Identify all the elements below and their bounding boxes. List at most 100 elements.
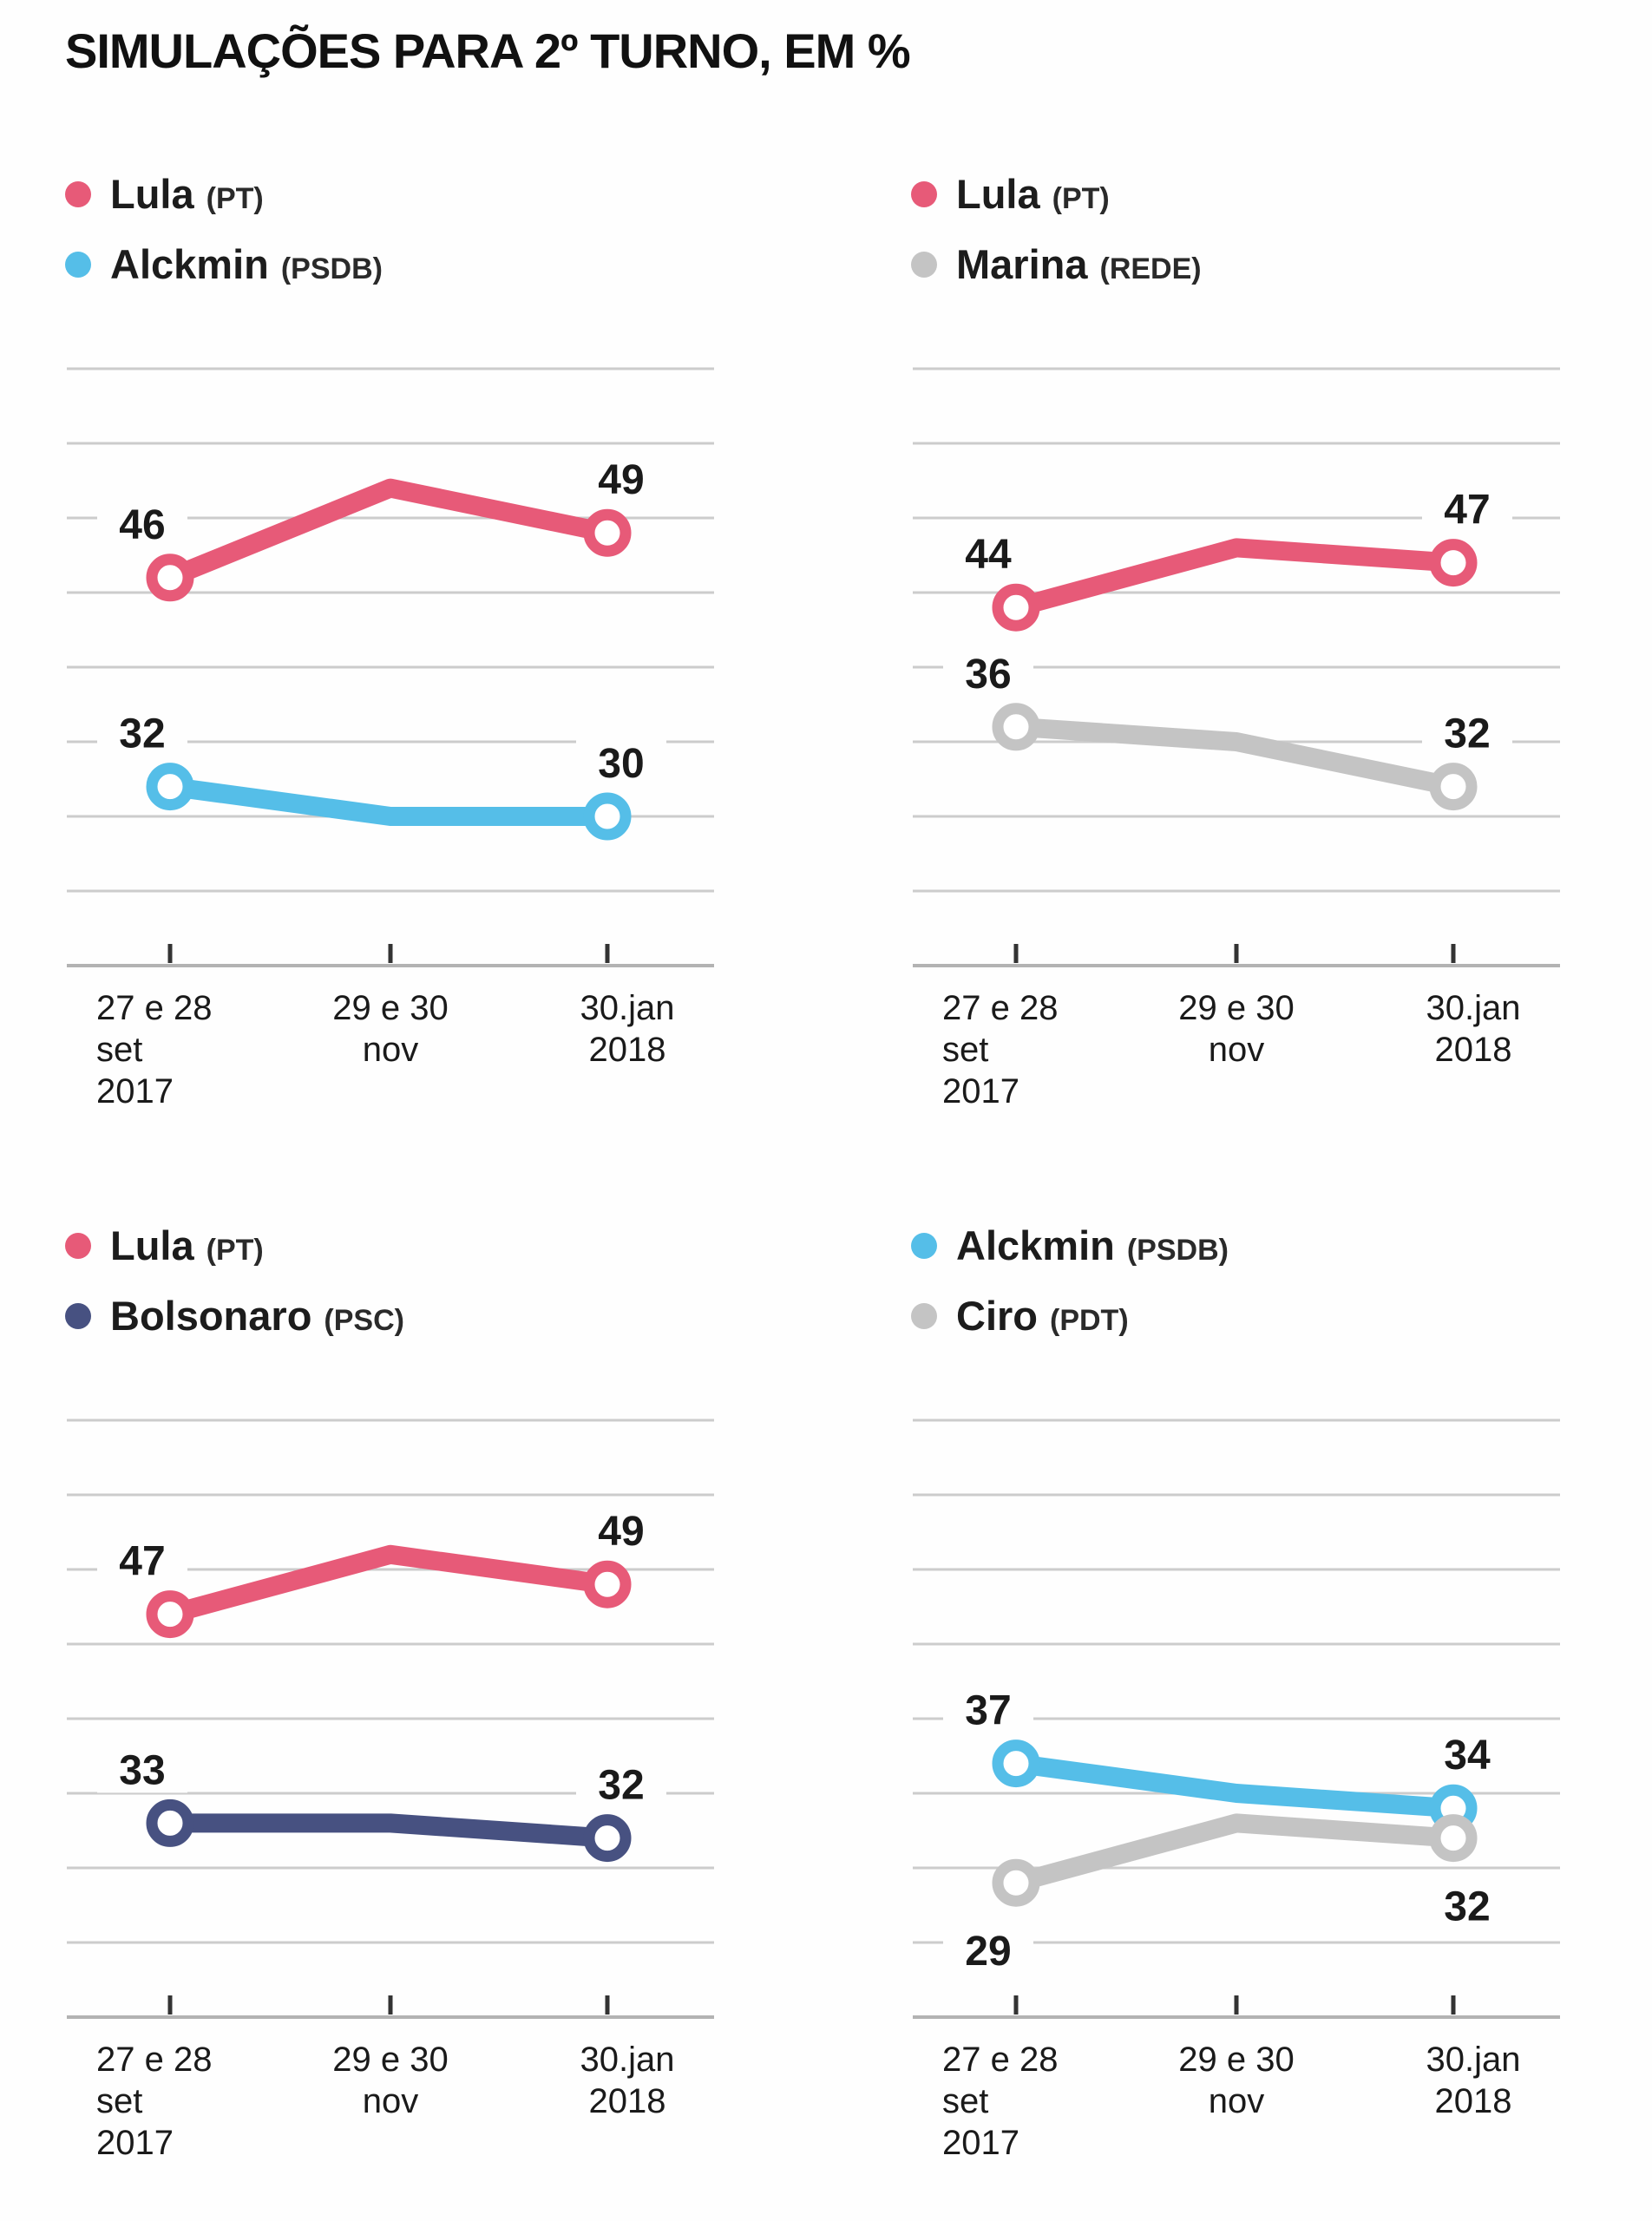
x-tick-label: 2017 [96,2124,174,2162]
data-label: 32 [1444,711,1490,757]
data-label-bg [97,709,187,757]
x-tick-label: 29 e 30 [1178,2041,1294,2079]
data-label-bg [576,1760,666,1808]
series-line-alckmin [168,776,607,826]
legend-candidate-party: (PSDB) [1126,1234,1229,1267]
data-point-marker-lula [1429,539,1478,587]
data-point-marker-lula [146,1590,194,1639]
data-label-bg [1422,1882,1512,1929]
x-tick-label: set [96,1031,142,1069]
series-line-lula [1013,538,1454,617]
legend-item-lula: Lula (PT) [65,1222,759,1269]
legend-dot-icon [65,1232,91,1259]
data-point-marker-bolsonaro [583,1814,632,1863]
data-label: 34 [1444,1733,1491,1779]
x-tick-label: 27 e 28 [942,2041,1058,2079]
series-line-marina [1015,717,1456,796]
legend-item-bolsonaro: Bolsonaro (PSC) [65,1292,759,1340]
legend-candidate-name: Alckmin [956,1222,1115,1268]
series-line-lula [166,478,610,586]
legend-candidate-party: (PSDB) [280,252,383,285]
x-tick-label: set [942,1031,988,1069]
legend-item-alckmin: Alckmin (PSDB) [911,1222,1605,1269]
x-tick-label: 29 e 30 [332,989,448,1027]
series-line-lula [167,1544,609,1624]
data-label-bg [943,649,1033,697]
data-label-bg [943,530,1033,578]
chart-panel-alckmin-ciro: Alckmin (PSDB) Ciro (PDT) 27 e 28 set 2017 29 … [911,1222,1605,2201]
series-line-ciro [1013,1813,1454,1892]
data-label-bg [1422,485,1512,533]
x-tick-label: 2017 [942,2124,1019,2162]
data-label: 37 [965,1688,1011,1734]
data-point-marker-ciro [1429,1814,1478,1863]
data-point-marker-marina [992,703,1040,751]
legend-candidate-party: (PSC) [324,1304,404,1337]
x-tick-label: 2018 [589,1031,666,1069]
data-label-bg [1422,1731,1512,1779]
legend-item-marina: Marina (REDE) [911,240,1605,288]
data-label-bg [576,1507,666,1555]
x-tick-label: 27 e 28 [96,989,212,1027]
data-label-bg [943,1686,1033,1733]
chart-panel-lula-bolsonaro: Lula (PT) Bolsonaro (PSC) 27 e 28 set 2017 29 … [65,1222,759,2201]
legend-candidate-party: (PDT) [1050,1304,1129,1337]
data-point-marker-alckmin [992,1739,1040,1788]
chart-panel-lula-marina: Lula (PT) Marina (REDE) 27 e 28 set 2017 29 e … [911,170,1605,1150]
legend-dot-icon [65,1302,91,1329]
x-tick-label: nov [363,1031,419,1069]
legend-candidate-party: (PT) [1052,182,1110,215]
data-label: 47 [1444,488,1490,534]
x-tick-label: nov [1209,2082,1265,2120]
data-label: 29 [965,1929,1011,1975]
data-label: 46 [119,502,165,548]
data-point-marker-marina [1429,763,1478,811]
data-label: 49 [598,457,644,503]
legend-dot-icon [911,180,937,207]
x-tick-label: set [942,2082,988,2120]
data-label: 44 [965,532,1012,578]
data-label-bg [97,1746,187,1793]
legend-candidate-name: Lula [110,1222,194,1268]
data-label-bg [576,739,666,786]
data-label-bg [97,1536,187,1584]
x-tick-label: 2017 [96,1072,174,1110]
legend-dot-icon [911,1232,937,1259]
data-label: 32 [119,711,165,757]
data-label: 33 [119,1747,165,1793]
x-tick-label: 29 e 30 [332,2041,448,2079]
data-point-marker-bolsonaro [146,1798,194,1847]
legend-item-lula: Lula (PT) [65,170,759,218]
legend: Alckmin (PSDB) Ciro (PDT) [911,1222,1605,1366]
x-tick-label: 30.jan [580,989,675,1027]
data-point-marker-lula [992,583,1040,632]
data-label-bg [943,1927,1033,1975]
x-tick-label: 2018 [589,2082,666,2120]
legend-candidate-name: Lula [956,171,1040,217]
chart-panel-lula-alckmin: Lula (PT) Alckmin (PSDB) 27 e 28 set 2017 29 e… [65,170,759,1150]
data-point-marker-alckmin [583,792,632,841]
legend-candidate-name: Lula [110,171,194,217]
legend-candidate-name: Ciro [956,1293,1038,1339]
page-title: SIMULAÇÕES PARA 2º TURNO, EM % [65,23,911,78]
data-label: 32 [1444,1884,1490,1930]
x-tick-label: 30.jan [580,2041,675,2079]
x-tick-label: set [96,2082,142,2120]
legend-dot-icon [65,180,91,207]
x-tick-label: 30.jan [1426,2041,1521,2079]
x-tick-label: 27 e 28 [96,2041,212,2079]
data-label: 49 [598,1509,644,1555]
series-line-bolsonaro [170,1813,608,1848]
series-line-alckmin [1014,1753,1454,1818]
legend-item-alckmin: Alckmin (PSDB) [65,240,759,288]
legend-dot-icon [911,1302,937,1329]
data-point-marker-ciro [992,1858,1040,1907]
x-tick-label: nov [1209,1031,1265,1069]
legend-dot-icon [65,251,91,278]
legend: Lula (PT) Alckmin (PSDB) [65,170,759,314]
x-tick-label: 2017 [942,1072,1019,1110]
data-point-marker-alckmin [146,763,194,811]
